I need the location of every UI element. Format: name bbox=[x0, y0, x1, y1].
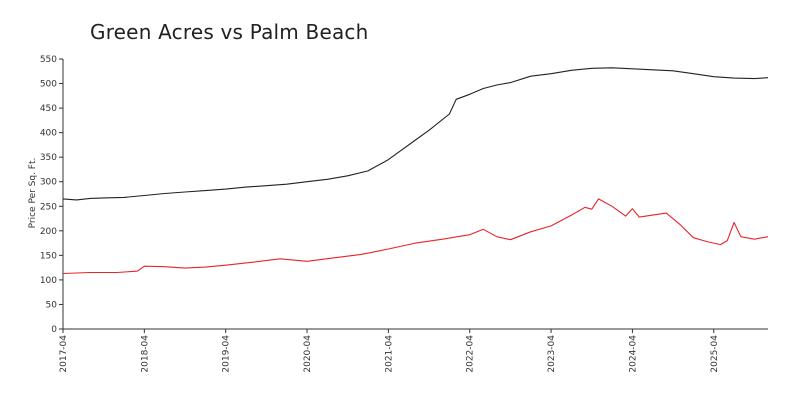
y-tick-label: 500 bbox=[40, 80, 57, 90]
y-tick-label: 50 bbox=[46, 300, 58, 310]
chart-title: Green Acres vs Palm Beach bbox=[90, 20, 369, 44]
x-tick-label: 2019-04 bbox=[222, 335, 232, 373]
y-axis: 0 50 100 150 200 250 300 350 400 450 500 550 bbox=[40, 55, 64, 335]
x-tick-label: 2025-04 bbox=[710, 335, 720, 373]
y-tick-label: 350 bbox=[40, 153, 57, 163]
y-tick-label: 200 bbox=[40, 227, 57, 237]
x-tick-label: 2017-04 bbox=[59, 335, 69, 373]
series-line-1 bbox=[62, 67, 769, 201]
x-tick-label: 2021-04 bbox=[384, 335, 394, 373]
y-axis-label: Price Per Sq. Ft. bbox=[28, 158, 38, 229]
x-tick-label: 2023-04 bbox=[547, 335, 557, 373]
series-layer bbox=[62, 67, 769, 275]
x-tick-label: 2020-04 bbox=[303, 335, 313, 373]
series-line-2 bbox=[62, 198, 769, 275]
x-axis: 2017-04 2018-04 2019-04 2020-04 2021-04 2022-… bbox=[59, 328, 768, 373]
y-tick-label: 150 bbox=[40, 251, 57, 261]
y-tick-label: 250 bbox=[40, 202, 57, 212]
y-tick-label: 100 bbox=[40, 276, 57, 286]
y-tick-label: 0 bbox=[51, 325, 57, 335]
y-tick-label: 450 bbox=[40, 104, 57, 114]
x-tick-label: 2024-04 bbox=[628, 335, 638, 373]
y-tick-label: 550 bbox=[40, 55, 57, 65]
y-tick-label: 300 bbox=[40, 178, 57, 188]
x-tick-label: 2018-04 bbox=[140, 335, 150, 373]
x-tick-label: 2022-04 bbox=[466, 335, 476, 373]
y-tick-label: 400 bbox=[40, 129, 57, 139]
